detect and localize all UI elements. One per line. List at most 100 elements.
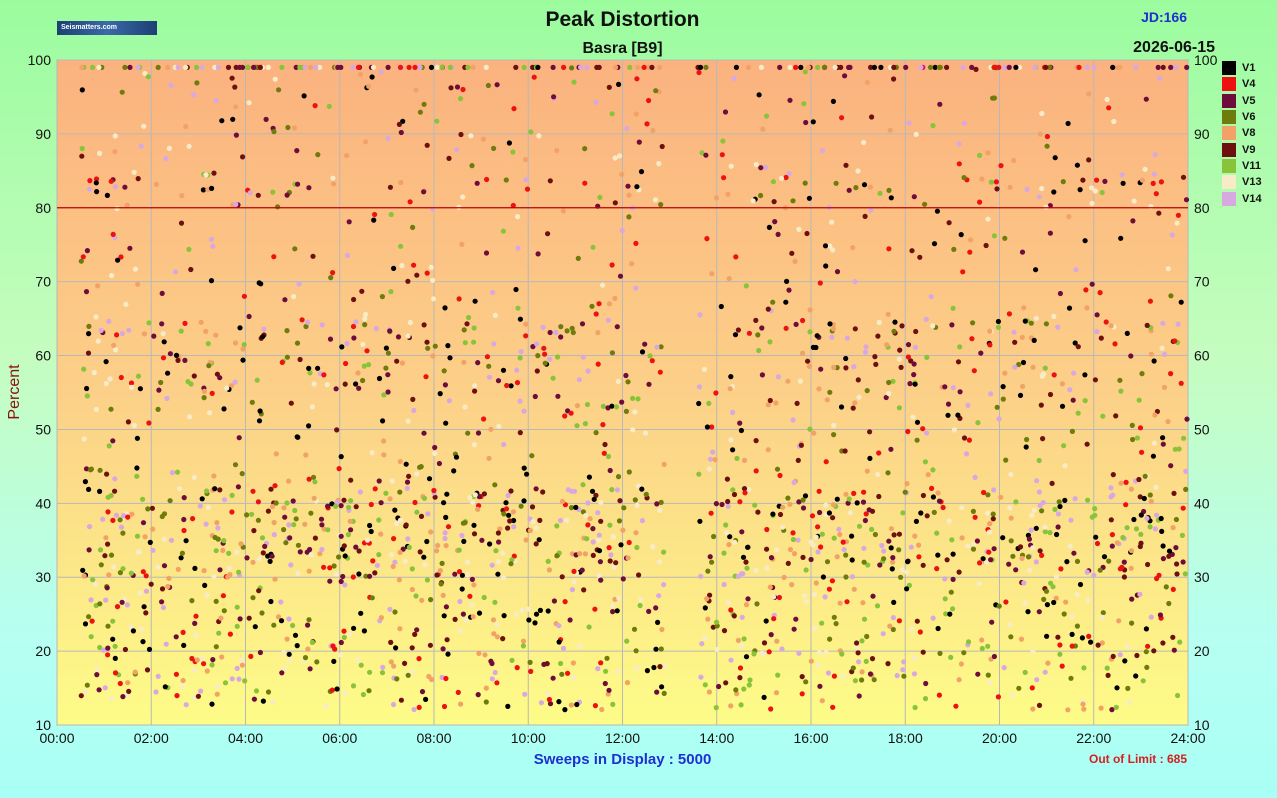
data-point [259,610,265,616]
data-point [130,628,136,634]
x-tick: 08:00 [416,730,451,746]
data-point [1137,543,1143,550]
data-point [409,566,415,572]
data-point [961,435,968,441]
data-point [166,575,172,582]
data-point [165,583,171,590]
data-point [780,504,786,510]
data-point [381,452,387,458]
y-tick-left: 40 [35,495,51,511]
data-point [1173,516,1179,523]
data-point [444,637,450,643]
data-point [203,521,209,527]
data-point [817,509,823,516]
data-point [125,419,131,425]
data-point [755,332,761,338]
data-point [126,688,132,695]
data-point [303,323,309,330]
logo: Seismatters.com [57,21,157,35]
data-point [1081,665,1087,671]
data-point [84,682,90,688]
data-point [775,231,781,237]
data-point [617,273,624,279]
data-point [492,599,498,605]
data-point [607,467,613,474]
data-point [1017,544,1024,550]
data-point [575,255,581,261]
data-point [475,506,481,512]
data-point [942,576,948,582]
data-point [709,559,715,565]
data-point [1151,171,1157,177]
data-point [284,500,290,506]
data-point [378,500,384,506]
data-point [800,505,807,511]
data-point [179,550,185,556]
data-point [1165,266,1171,272]
data-point [398,697,404,703]
data-point [178,328,184,334]
data-point [843,162,849,168]
data-point [584,64,590,70]
data-point [409,586,415,593]
data-point [213,598,219,605]
data-point [251,64,257,70]
data-point [995,694,1002,700]
data-point [1145,643,1151,649]
data-point [239,471,245,477]
data-point [1117,377,1123,383]
data-point [842,448,848,454]
data-point [1151,358,1157,364]
data-point [305,646,311,652]
data-point [985,492,991,498]
data-point [517,355,523,361]
data-point [482,652,488,658]
data-point [385,350,391,356]
data-point [155,406,161,412]
data-point [598,518,604,524]
data-point [627,64,633,70]
data-point [636,572,642,578]
data-point [868,207,874,213]
data-point [1027,567,1033,573]
data-point [117,680,123,687]
data-point [1003,599,1009,605]
data-point [908,544,914,550]
data-point [1055,634,1061,640]
data-point [621,505,627,511]
data-point [475,430,482,436]
data-point [244,555,250,561]
data-point [790,198,796,204]
data-point [471,339,477,345]
data-point [1084,64,1090,70]
data-point [112,184,119,190]
data-point [391,663,397,669]
data-point [523,333,529,339]
data-point [580,354,586,360]
data-point [528,668,534,675]
data-point [888,545,894,551]
data-point [839,651,845,657]
data-point [773,400,779,406]
data-point [405,278,411,284]
data-point [1067,387,1073,393]
data-point [913,131,919,137]
data-point [138,143,144,149]
data-point [1052,155,1058,161]
data-point [946,518,952,524]
data-point [234,623,240,629]
data-point [1060,179,1066,185]
data-point [121,513,127,519]
data-point [643,430,649,436]
data-point [481,491,487,497]
data-point [209,185,215,191]
data-point [908,358,914,364]
data-point [194,657,200,663]
data-point [759,372,766,378]
data-point [106,443,112,449]
data-point [860,600,866,606]
data-point [899,567,905,573]
data-point [654,689,660,695]
data-point [86,524,93,530]
data-point [1039,552,1045,559]
